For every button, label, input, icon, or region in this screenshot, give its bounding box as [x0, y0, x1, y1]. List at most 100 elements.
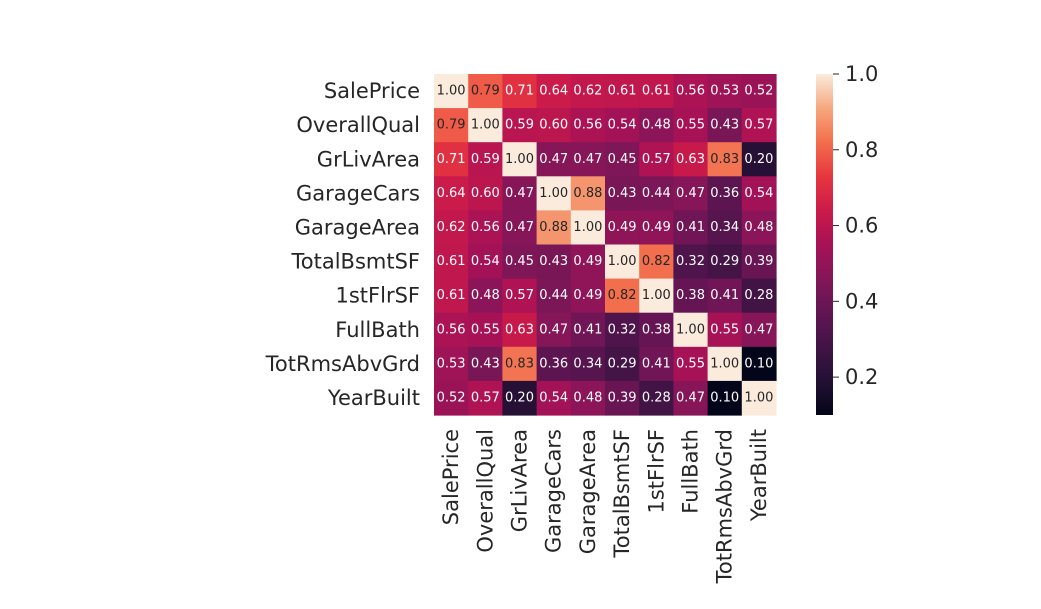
- heatmap-cell: [673, 176, 709, 211]
- heatmap-cell-value: 0.47: [505, 220, 534, 235]
- heatmap-cell-value: 0.47: [539, 152, 568, 167]
- heatmap-cell-value: 0.48: [471, 288, 500, 303]
- heatmap-cell: [434, 346, 469, 382]
- heatmap-cell-value: 0.55: [710, 322, 739, 337]
- heatmap-cell: [605, 176, 640, 211]
- heatmap-cell: [502, 244, 538, 280]
- colorbar: [816, 74, 833, 415]
- heatmap-cell-value: 0.82: [642, 254, 671, 269]
- heatmap-cell-value: 0.56: [573, 118, 602, 133]
- heatmap-cell: [707, 312, 743, 348]
- heatmap-cell: [536, 108, 572, 143]
- heatmap-cell: [605, 346, 640, 382]
- heatmap-cell-value: 0.39: [744, 254, 773, 269]
- heatmap-cell: [605, 312, 640, 348]
- colorbar-tick-label: 0.6: [845, 214, 878, 238]
- heatmap-cell-value: 0.47: [539, 322, 568, 337]
- heatmap-cell-value: 0.61: [642, 84, 671, 99]
- colorbar-tick-label: 0.2: [845, 365, 878, 389]
- heatmap-cell-value: 0.28: [642, 390, 671, 405]
- heatmap-cell-value: 0.47: [744, 322, 773, 337]
- heatmap-cell: [673, 278, 709, 314]
- heatmap-cell-value: 0.28: [744, 288, 773, 303]
- heatmap-cells: [434, 74, 777, 416]
- heatmap-cell: [639, 142, 674, 177]
- colorbar-tick-label: 0.8: [845, 138, 878, 162]
- heatmap-cell-value: 0.34: [710, 220, 739, 235]
- heatmap-cell: [502, 380, 538, 416]
- heatmap-cell-labels: 1.00 0.79 0.71 0.64 0.62 0.61 0.61 0.56 0.53 0.52…: [437, 84, 774, 406]
- heatmap-cell: [536, 210, 572, 246]
- heatmap-cell-value: 0.44: [642, 186, 671, 201]
- heatmap-cell-value: 0.61: [437, 288, 466, 303]
- row-tick-label: GarageArea: [295, 215, 420, 239]
- heatmap-cell-value: 0.60: [471, 186, 500, 201]
- heatmap-cell-value: 1.00: [471, 118, 500, 133]
- heatmap-cell: [707, 74, 743, 109]
- heatmap-cell-value: 0.88: [539, 220, 568, 235]
- heatmap-cell: [673, 312, 709, 348]
- heatmap-cell-value: 0.39: [608, 390, 637, 405]
- heatmap-cell: [570, 380, 606, 416]
- heatmap-cell: [741, 278, 777, 314]
- heatmap-cell: [434, 108, 469, 143]
- heatmap-cell-value: 0.64: [437, 186, 466, 201]
- heatmap-cell-value: 0.20: [744, 152, 773, 167]
- heatmap-cell-value: 1.00: [642, 288, 671, 303]
- heatmap-cell: [502, 74, 538, 109]
- heatmap-cell-value: 1.00: [539, 186, 568, 201]
- heatmap-cell: [570, 278, 606, 314]
- heatmap-cell-value: 0.36: [539, 356, 568, 371]
- heatmap-cell: [605, 74, 640, 109]
- heatmap-cell-value: 0.57: [642, 152, 671, 167]
- heatmap-cell: [639, 74, 674, 109]
- heatmap-cell: [434, 380, 469, 416]
- heatmap-cell: [468, 176, 503, 211]
- heatmap-cell: [741, 108, 777, 143]
- heatmap-cell-value: 0.36: [710, 186, 739, 201]
- heatmap-cell: [707, 346, 743, 382]
- heatmap-cell-value: 1.00: [676, 322, 705, 337]
- heatmap-cell-value: 0.88: [573, 186, 602, 201]
- row-tick-label: TotalBsmtSF: [291, 250, 421, 274]
- heatmap-cell-value: 0.20: [505, 390, 534, 405]
- heatmap-cell-value: 0.52: [437, 390, 466, 405]
- heatmap-cell-value: 0.64: [539, 84, 568, 99]
- heatmap-cell: [605, 244, 640, 280]
- heatmap-cell-value: 0.43: [539, 254, 568, 269]
- heatmap-cell: [502, 108, 538, 143]
- heatmap-cell-value: 0.79: [437, 118, 466, 133]
- heatmap-cell: [707, 210, 743, 246]
- heatmap-cell: [639, 312, 674, 348]
- colorbar-tick-label: 0.4: [845, 289, 878, 313]
- heatmap-cell-value: 0.41: [710, 288, 739, 303]
- heatmap-cell: [570, 210, 606, 246]
- heatmap-cell-value: 0.55: [676, 356, 705, 371]
- heatmap-cell: [639, 346, 674, 382]
- row-tick-label: OverallQual: [296, 113, 420, 137]
- heatmap-cell: [639, 244, 674, 280]
- heatmap-cell-value: 0.62: [437, 220, 466, 235]
- heatmap-cell: [434, 74, 469, 109]
- heatmap-cell-value: 0.71: [505, 84, 534, 99]
- heatmap-cell-value: 0.83: [710, 152, 739, 167]
- heatmap-cell: [502, 312, 538, 348]
- heatmap-cell-value: 0.62: [573, 84, 602, 99]
- row-tick-label: YearBuilt: [327, 386, 420, 410]
- heatmap-col-labels: SalePrice OverallQual GrLivArea GarageCars G…: [439, 429, 771, 584]
- heatmap-cell-value: 0.54: [539, 390, 568, 405]
- col-tick-label: TotRmsAbvGrd: [713, 429, 737, 584]
- heatmap-cell: [502, 278, 538, 314]
- heatmap-cell-value: 0.48: [573, 390, 602, 405]
- heatmap-cell: [468, 380, 503, 416]
- heatmap-cell-value: 0.55: [676, 118, 705, 133]
- heatmap-cell: [639, 108, 674, 143]
- col-tick-label: OverallQual: [473, 429, 497, 553]
- colorbar-ticks: 0.2 0.4 0.6 0.8 1.0: [833, 62, 878, 389]
- heatmap-cell: [434, 278, 469, 314]
- heatmap-cell-value: 0.57: [744, 118, 773, 133]
- heatmap-cell-value: 0.48: [744, 220, 773, 235]
- row-tick-label: 1stFlrSF: [336, 284, 421, 308]
- col-tick-label: YearBuilt: [747, 429, 771, 522]
- col-tick-label: GrLivArea: [508, 429, 532, 532]
